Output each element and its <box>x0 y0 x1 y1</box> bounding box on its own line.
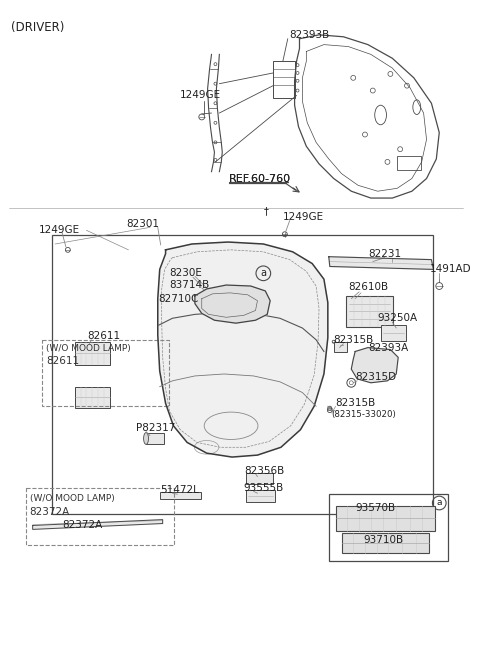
Text: 1491AD: 1491AD <box>430 265 471 275</box>
Text: 1249GE: 1249GE <box>283 212 324 222</box>
Text: 93710B: 93710B <box>363 535 403 545</box>
Bar <box>75 342 110 365</box>
Text: REF.60-760: REF.60-760 <box>229 174 291 183</box>
Text: 82393B: 82393B <box>290 30 330 40</box>
Bar <box>75 387 110 408</box>
Text: †: † <box>264 206 268 216</box>
Text: REF.60-760: REF.60-760 <box>229 174 291 183</box>
Text: (DRIVER): (DRIVER) <box>11 21 64 34</box>
Text: (W/O MOOD LAMP): (W/O MOOD LAMP) <box>47 344 131 353</box>
Bar <box>334 342 348 352</box>
Bar <box>246 490 275 502</box>
Text: (W/O MOOD LAMP): (W/O MOOD LAMP) <box>30 494 115 503</box>
Text: 8230E: 8230E <box>169 269 203 279</box>
Bar <box>146 432 164 444</box>
Polygon shape <box>33 519 163 529</box>
Text: 51472L: 51472L <box>160 485 199 495</box>
Text: 82610B: 82610B <box>348 282 388 292</box>
Ellipse shape <box>144 432 148 444</box>
Polygon shape <box>158 242 328 457</box>
Bar <box>397 156 420 170</box>
Text: 1249GE: 1249GE <box>38 225 80 236</box>
Text: a: a <box>436 498 442 508</box>
Text: P82317: P82317 <box>136 423 176 433</box>
Text: 82356B: 82356B <box>244 466 284 476</box>
Text: 82315D: 82315D <box>355 372 396 382</box>
Bar <box>336 506 435 531</box>
Text: 82231: 82231 <box>368 249 401 259</box>
Text: 93250A: 93250A <box>378 314 418 323</box>
Bar <box>42 340 169 407</box>
Text: 82315B: 82315B <box>334 335 374 345</box>
Text: 82315B: 82315B <box>336 398 376 409</box>
Text: 82393A: 82393A <box>368 343 408 352</box>
Bar <box>273 61 295 98</box>
Bar <box>347 296 393 327</box>
Text: 82611: 82611 <box>87 331 120 341</box>
Bar <box>26 488 174 545</box>
Text: 82301: 82301 <box>127 219 159 230</box>
Text: 83714B: 83714B <box>169 280 210 290</box>
Bar <box>329 494 448 560</box>
Text: 82372A: 82372A <box>62 521 102 531</box>
Bar <box>246 473 273 484</box>
Text: 93555B: 93555B <box>244 483 284 493</box>
Text: 82710C: 82710C <box>158 294 198 304</box>
Text: 93570B: 93570B <box>355 503 396 513</box>
Polygon shape <box>195 285 270 323</box>
Polygon shape <box>329 257 433 269</box>
Bar <box>52 235 433 513</box>
Bar <box>160 492 201 499</box>
Text: (82315-33020): (82315-33020) <box>332 410 396 418</box>
Polygon shape <box>351 348 398 383</box>
Bar <box>341 533 430 553</box>
Text: 82611: 82611 <box>47 356 80 366</box>
Text: 1249GE: 1249GE <box>180 90 221 100</box>
Text: 82372A: 82372A <box>30 507 70 517</box>
Text: a: a <box>260 269 266 279</box>
Bar <box>381 325 406 341</box>
